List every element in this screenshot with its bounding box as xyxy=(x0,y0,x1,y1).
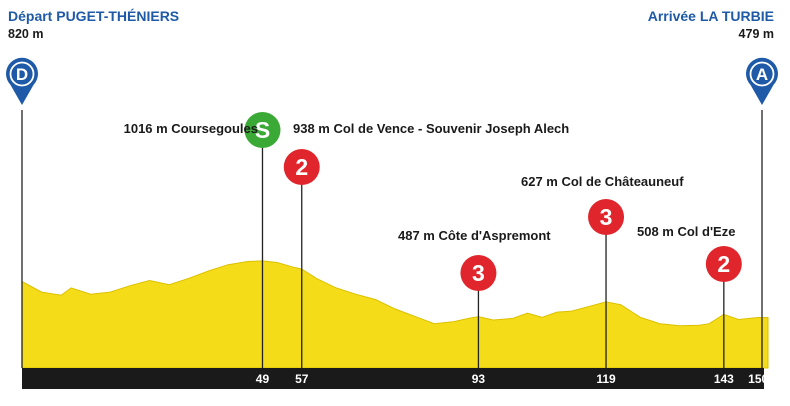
pin-ring xyxy=(9,61,35,87)
start-marker-icon: D xyxy=(6,57,38,105)
climb-label: 508 m Col d'Eze xyxy=(637,224,736,239)
start-altitude: 820 m xyxy=(8,27,44,41)
finish-label: Arrivée LA TURBIE xyxy=(647,8,774,24)
badge-category-text: S xyxy=(255,117,270,143)
climb-category-badge: 3 xyxy=(460,255,497,291)
badge-circle xyxy=(705,246,742,282)
climb-category-badge: 2 xyxy=(283,149,320,185)
distance-tick-label: 49 xyxy=(256,372,270,386)
distance-tick-label: 150 xyxy=(748,372,768,386)
finish-altitude: 479 m xyxy=(738,27,774,41)
pin-ring xyxy=(749,61,775,87)
climb-category-badge: 2 xyxy=(705,246,742,282)
badge-category-text: 2 xyxy=(295,154,308,180)
sprint-badge: S xyxy=(244,112,281,148)
start-block: Départ PUGET-THÉNIERS 820 m xyxy=(8,8,179,41)
start-pin-icon xyxy=(6,57,38,105)
badge-circle xyxy=(244,112,281,148)
badge-category-text: 3 xyxy=(600,204,613,230)
distance-tick-label: 143 xyxy=(714,372,734,386)
climb-category-badge: 3 xyxy=(588,199,625,235)
distance-tick-label: 119 xyxy=(596,372,616,386)
elevation-profile-area xyxy=(21,260,769,369)
finish-block: Arrivée LA TURBIE 479 m xyxy=(648,8,774,41)
badge-circle xyxy=(460,255,497,291)
climb-label: 1016 m Coursegoules xyxy=(123,121,258,136)
badge-category-text: 2 xyxy=(717,251,730,277)
distance-axis-bar xyxy=(22,368,764,389)
badge-circle xyxy=(283,149,320,185)
climb-label: 627 m Col de Châteauneuf xyxy=(521,174,684,189)
finish-marker-letter: A xyxy=(756,65,768,84)
climb-label: 938 m Col de Vence - Souvenir Joseph Ale… xyxy=(293,121,570,136)
finish-marker-icon: A xyxy=(746,57,778,105)
badge-circle xyxy=(588,199,625,235)
finish-pin-icon xyxy=(746,57,778,105)
distance-tick-label: 57 xyxy=(295,372,309,386)
start-label: Départ PUGET-THÉNIERS xyxy=(8,8,180,24)
start-marker-letter: D xyxy=(16,65,28,84)
badge-category-text: 3 xyxy=(472,260,485,286)
distance-tick-label: 93 xyxy=(472,372,486,386)
climb-label: 487 m Côte d'Aspremont xyxy=(398,228,551,243)
